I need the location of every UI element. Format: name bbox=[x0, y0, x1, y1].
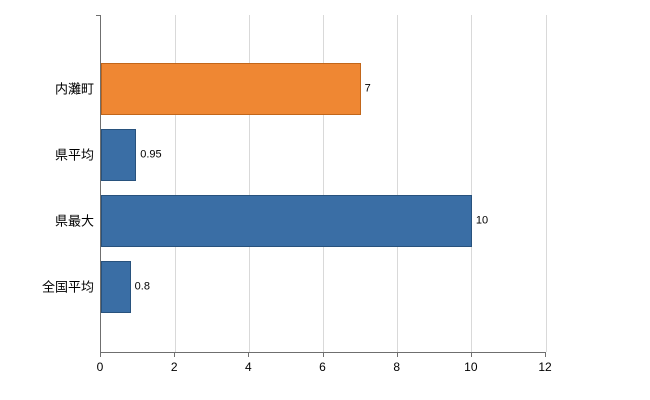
x-axis-tick bbox=[248, 353, 250, 357]
x-axis-tick bbox=[174, 353, 176, 357]
gridline bbox=[545, 15, 547, 352]
plot-area bbox=[100, 15, 547, 353]
x-axis-tick-label: 12 bbox=[538, 360, 552, 374]
x-axis-tick bbox=[100, 353, 101, 357]
x-axis-tick bbox=[396, 353, 398, 357]
x-axis-tick-label: 10 bbox=[464, 360, 478, 374]
bar-value-label: 7 bbox=[364, 82, 371, 94]
x-axis-tick-label: 2 bbox=[170, 360, 178, 374]
bar bbox=[101, 128, 137, 181]
bar-value-label: 0.95 bbox=[140, 148, 162, 161]
category-label: 県最大 bbox=[54, 213, 94, 229]
x-axis-tick-label: 6 bbox=[319, 360, 326, 374]
bar-value-label: 10 bbox=[475, 214, 489, 227]
gridline bbox=[248, 15, 250, 352]
bar-value-label: 0.8 bbox=[134, 280, 150, 293]
category-label: 全国平均 bbox=[41, 279, 94, 295]
category-label: 内灘町 bbox=[54, 81, 94, 96]
bar bbox=[101, 62, 361, 115]
bar bbox=[101, 195, 472, 248]
gridline bbox=[323, 15, 324, 352]
x-axis-tick-label: 8 bbox=[393, 360, 400, 374]
bar bbox=[101, 261, 131, 314]
y-axis-tick bbox=[96, 15, 100, 16]
gridline bbox=[471, 15, 473, 352]
x-axis-tick-label: 4 bbox=[244, 360, 252, 374]
x-axis-tick bbox=[545, 353, 546, 357]
x-axis-tick bbox=[470, 353, 472, 357]
category-label: 県平均 bbox=[54, 147, 94, 163]
x-axis-tick bbox=[322, 353, 324, 357]
x-axis-tick-label: 0 bbox=[96, 360, 104, 374]
gridline bbox=[397, 15, 399, 352]
gridline bbox=[174, 15, 176, 352]
